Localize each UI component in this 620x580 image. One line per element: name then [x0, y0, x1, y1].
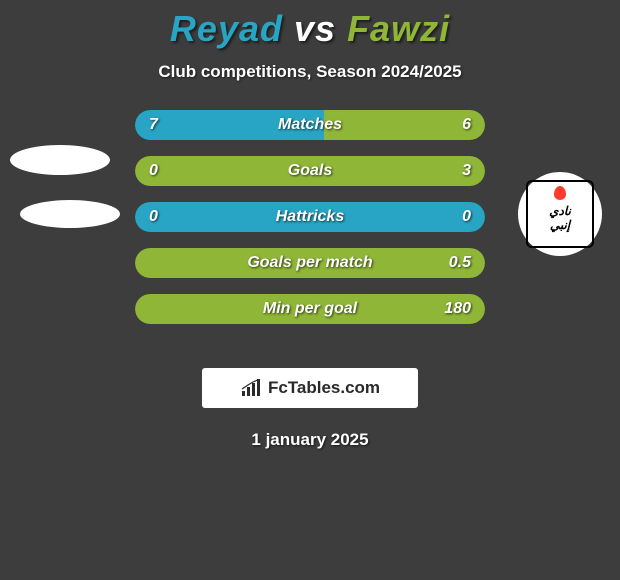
player1-name: Reyad [170, 8, 283, 49]
stat-value-right: 0 [462, 202, 471, 232]
ellipse-icon [20, 200, 120, 228]
stat-value-right: 6 [462, 110, 471, 140]
stat-row: Goals per match0.5 [135, 248, 485, 278]
flame-icon [554, 186, 566, 200]
bar-chart-icon [240, 379, 262, 397]
stat-label: Goals [135, 156, 485, 186]
stat-row: Hattricks0 0 [135, 202, 485, 232]
stat-bars: Matches76Goals03Hattricks00Goals per mat… [135, 110, 485, 340]
stat-value-left: 0 [149, 156, 158, 186]
stat-value-right: 180 [444, 294, 471, 324]
date-text: 1 january 2025 [0, 430, 620, 450]
stat-value-left: 0 [149, 202, 158, 232]
subtitle: Club competitions, Season 2024/2025 [0, 62, 620, 82]
vs-text: vs [294, 8, 336, 49]
club-badge-icon: ناديإنبي [518, 172, 602, 256]
player1-club-logo-2 [20, 172, 120, 256]
player2-club-logo: ناديإنبي [510, 172, 610, 256]
stat-label: Hattricks [135, 202, 485, 232]
stat-row: Goals0 3 [135, 156, 485, 186]
club-badge-text: ناديإنبي [518, 204, 602, 232]
ellipse-icon [10, 145, 110, 175]
infographic-root: Reyad vs Fawzi Club competitions, Season… [0, 0, 620, 580]
stats-area: ناديإنبي Matches76Goals03Hattricks00Goal… [0, 110, 620, 350]
stat-value-right: 0.5 [449, 248, 471, 278]
stat-label: Min per goal [135, 294, 485, 324]
stat-value-right: 3 [462, 156, 471, 186]
stat-row: Matches7 6 [135, 110, 485, 140]
player2-name: Fawzi [347, 8, 450, 49]
brand-badge: FcTables.com [202, 368, 418, 408]
stat-label: Goals per match [135, 248, 485, 278]
stat-label: Matches [135, 110, 485, 140]
brand-text: FcTables.com [268, 378, 380, 398]
stat-value-left: 7 [149, 110, 158, 140]
stat-row: Min per goal180 [135, 294, 485, 324]
title: Reyad vs Fawzi [0, 0, 620, 50]
